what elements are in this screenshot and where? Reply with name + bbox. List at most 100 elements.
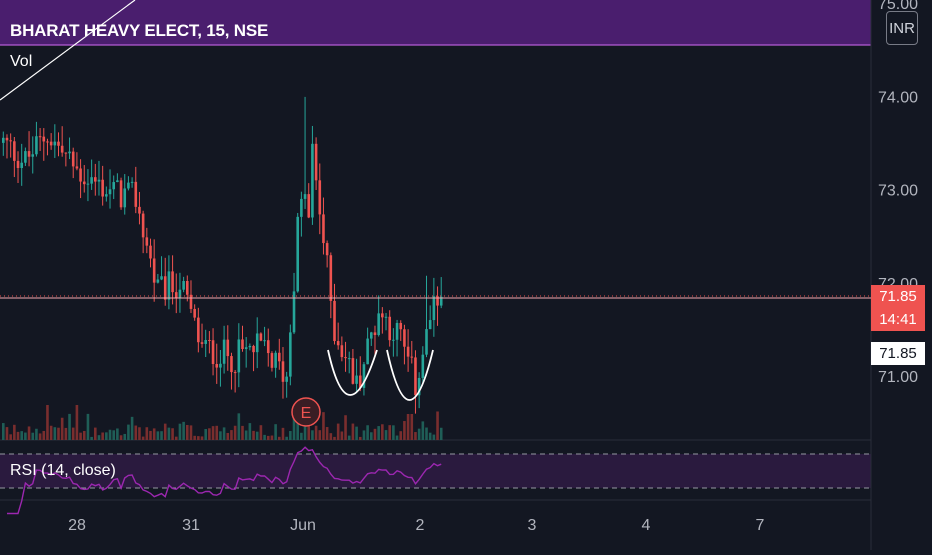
volume-bar — [156, 431, 160, 440]
candlesticks — [2, 96, 443, 414]
volume-bar — [230, 430, 233, 440]
volume-bar — [381, 424, 384, 440]
candle-body — [189, 294, 193, 309]
candle-body — [270, 353, 274, 368]
candle-body — [2, 137, 5, 143]
candle-body — [46, 141, 49, 143]
volume-bar — [42, 430, 46, 440]
volume-bar — [439, 427, 443, 440]
candle-body — [278, 352, 281, 362]
time-tick-2: Jun — [290, 517, 316, 534]
time-tick-3: 2 — [416, 517, 425, 534]
volume-bar — [141, 436, 145, 440]
candle-body — [406, 346, 410, 357]
volume-bar — [208, 428, 211, 440]
candle-body — [226, 339, 230, 357]
volume-bar — [82, 430, 86, 440]
volume-bar — [219, 431, 222, 440]
volume-bar — [20, 431, 23, 440]
volume-bar — [64, 427, 68, 440]
candle-body — [186, 280, 189, 295]
candle-body — [75, 166, 79, 169]
candle-body — [381, 313, 384, 318]
volume-bar — [366, 425, 369, 440]
volume-bar — [248, 423, 252, 440]
volume-bar — [123, 433, 127, 440]
volume-bar — [289, 431, 292, 440]
volume-bar — [318, 430, 322, 440]
volume-bar — [75, 405, 79, 440]
cup-drawing-right[interactable] — [386, 349, 434, 401]
volume-bar — [384, 430, 388, 440]
volume-bar — [428, 432, 432, 440]
time-tick-0: 28 — [68, 517, 86, 534]
volume-bar — [314, 425, 318, 440]
candle-body — [439, 296, 443, 306]
title-highlight — [0, 0, 871, 45]
candle-body — [193, 308, 196, 318]
volume-bar — [344, 415, 347, 440]
volume-bar — [119, 435, 123, 440]
volume-bar — [300, 432, 303, 440]
volume-bar — [5, 427, 9, 440]
trend-line[interactable] — [0, 0, 136, 101]
volume-bar — [333, 436, 336, 440]
price-tick-4: 71.00 — [878, 369, 918, 386]
candle-body — [5, 137, 9, 141]
volume-bar — [362, 430, 366, 440]
cup-drawing-left[interactable] — [327, 349, 378, 396]
time-axis[interactable]: 28 31 Jun 2 3 4 7 — [68, 517, 764, 534]
volume-bar — [285, 436, 288, 440]
reference-price-tag: 71.85 — [871, 342, 925, 365]
volume-bar — [351, 423, 355, 440]
volume-label[interactable]: Vol — [10, 53, 33, 70]
candle-body — [311, 143, 314, 218]
volume-bar — [329, 433, 333, 440]
volume-bar — [358, 436, 362, 440]
volume-bar — [167, 427, 171, 440]
candle-body — [35, 136, 38, 155]
volume-bar — [403, 421, 406, 440]
volume-bar — [432, 434, 436, 440]
volume-bar — [163, 423, 167, 440]
candle-body — [16, 160, 20, 168]
volume-bar — [46, 405, 49, 440]
candle-body — [182, 280, 185, 290]
candle-body — [421, 354, 425, 378]
candle-body — [436, 296, 439, 306]
candle-body — [167, 271, 171, 300]
candle-body — [123, 188, 127, 208]
currency-button[interactable]: INR — [886, 11, 918, 45]
candle-body — [362, 364, 366, 388]
volume-bar — [127, 424, 130, 440]
earnings-marker[interactable] — [291, 397, 321, 427]
candle-body — [197, 317, 200, 343]
volume-bar — [259, 425, 263, 440]
volume-bar — [377, 426, 380, 440]
candle-body — [263, 340, 266, 342]
candle-body — [141, 213, 145, 238]
candle-body — [355, 375, 358, 384]
candle-body — [53, 141, 57, 146]
candle-body — [9, 140, 12, 142]
candle-body — [432, 296, 436, 321]
volume-bar — [204, 429, 207, 440]
volume-bar — [90, 436, 93, 440]
candle-body — [160, 276, 163, 280]
rsi-label[interactable]: RSI (14, close) — [10, 462, 116, 479]
volume-bar — [233, 425, 237, 440]
candle-body — [399, 322, 403, 330]
symbol-title[interactable]: BHARAT HEAVY ELECT, 15, NSE — [10, 21, 269, 40]
candle-body — [215, 364, 219, 368]
candle-body — [307, 194, 311, 218]
volume-bar — [200, 436, 204, 440]
candle-body — [428, 320, 432, 330]
time-tick-4: 3 — [528, 517, 537, 534]
candle-body — [377, 313, 380, 336]
candle-body — [204, 340, 207, 344]
volume-bar — [178, 423, 182, 440]
volume-bar — [215, 425, 219, 440]
volume-bar — [152, 428, 156, 440]
